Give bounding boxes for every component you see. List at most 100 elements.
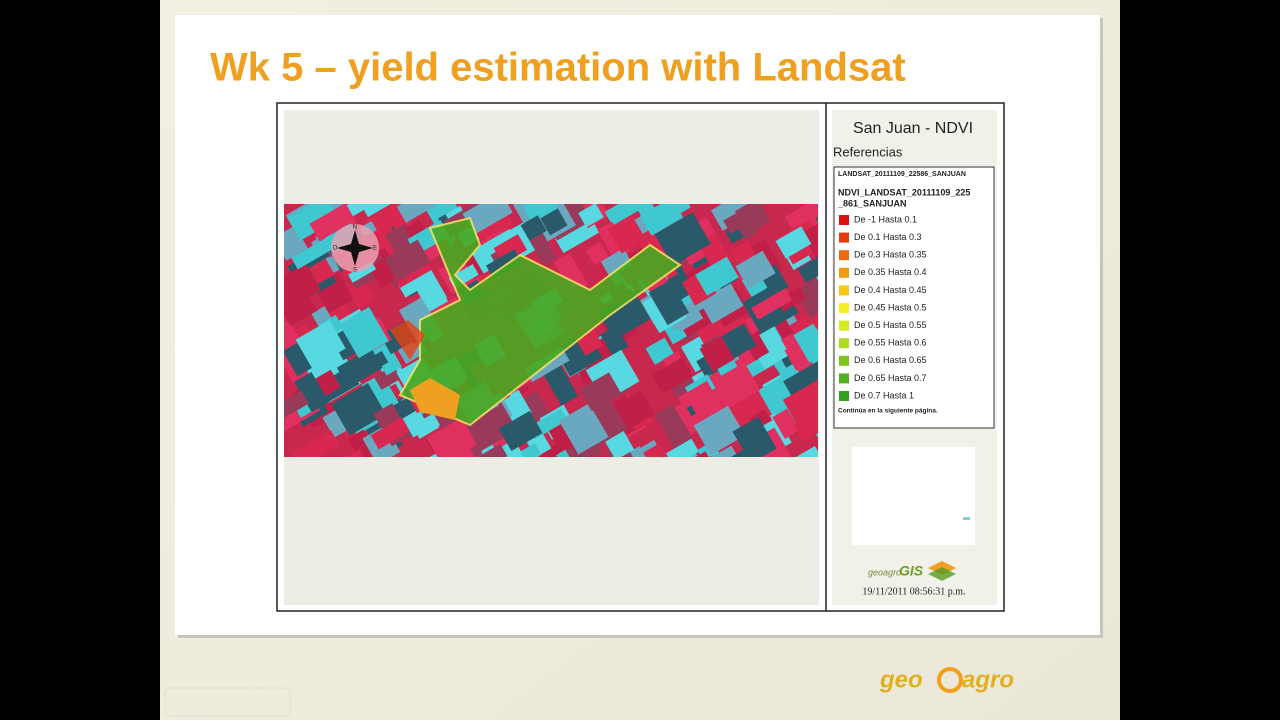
field [796, 276, 818, 319]
field [797, 249, 818, 284]
field [734, 214, 759, 241]
legend-label: De 0.55 Hasta 0.6 [854, 338, 927, 348]
field [805, 204, 818, 230]
ndvi-layer-name: _861_SANJUAN [837, 198, 907, 208]
slide-title: Wk 5 – yield estimation with Landsat [210, 46, 906, 90]
legend-swatch [839, 285, 849, 296]
farm-stress [410, 378, 460, 420]
field [801, 218, 818, 266]
field [714, 445, 765, 457]
field [695, 256, 739, 296]
field [579, 372, 622, 412]
map-title: San Juan - NDVI [853, 120, 973, 137]
farm-stress [390, 320, 425, 360]
compass-letter: S [353, 268, 357, 274]
field [711, 445, 750, 457]
field [292, 430, 340, 457]
field [294, 371, 329, 413]
field [480, 213, 517, 245]
legend-swatch [839, 303, 849, 313]
field [295, 320, 346, 369]
field [522, 204, 559, 223]
field [284, 296, 318, 327]
field [348, 280, 375, 309]
field [782, 377, 818, 424]
field [360, 204, 398, 218]
brand-small-suffix: GIS [899, 563, 924, 579]
compass-letter: O [333, 246, 338, 252]
field [598, 291, 651, 341]
field [697, 441, 730, 457]
legend-swatch [839, 338, 849, 349]
field [291, 237, 333, 270]
field [558, 403, 609, 455]
legend-swatch [839, 267, 849, 278]
field [339, 307, 389, 359]
overview-mark [963, 517, 970, 520]
field [793, 405, 818, 442]
field [654, 212, 711, 266]
brand-icon [937, 667, 963, 693]
field [349, 393, 375, 416]
field [361, 373, 400, 415]
field [735, 250, 776, 289]
layer-name: LANDSAT_20111109_22586_SANJUAN [838, 171, 966, 178]
field [783, 446, 818, 457]
field [693, 405, 746, 456]
field [778, 333, 810, 371]
farm-outline [398, 216, 682, 427]
field [546, 416, 583, 457]
field [759, 326, 787, 358]
field [648, 280, 689, 326]
legend-label: De 0.5 Hasta 0.55 [854, 320, 927, 330]
field [398, 276, 422, 298]
legend-swatch [839, 232, 849, 243]
legend-label: De 0.1 Hasta 0.3 [854, 232, 922, 242]
field [426, 417, 478, 457]
field [605, 431, 635, 457]
field [287, 204, 340, 241]
field [371, 340, 402, 376]
legend-box [833, 166, 995, 429]
field [645, 337, 675, 365]
field [607, 215, 646, 254]
field [775, 226, 812, 259]
field [696, 316, 731, 344]
brand-small-prefix: geoagro [868, 567, 901, 577]
satellite-image: N O E S [284, 204, 818, 457]
field [776, 286, 807, 312]
field [284, 390, 309, 419]
field [336, 347, 383, 388]
brand-small-icon [928, 567, 956, 581]
compass-letter: N [353, 225, 357, 231]
field [396, 204, 436, 223]
field [520, 215, 547, 241]
field [710, 204, 756, 231]
field [600, 325, 629, 356]
legend-swatch [839, 320, 849, 331]
field [654, 403, 693, 449]
timestamp: 19/11/2011 08:56:31 p.m. [862, 586, 965, 597]
field [640, 204, 684, 236]
legend-swatch [839, 373, 849, 384]
field [772, 408, 800, 439]
compass-rose [337, 230, 373, 266]
legend-label: De 0.35 Hasta 0.4 [854, 267, 927, 277]
field [624, 446, 655, 457]
compass-letter: E [373, 246, 377, 252]
field [604, 204, 642, 226]
field [751, 288, 793, 320]
field [370, 417, 411, 450]
field [284, 263, 321, 305]
legend-label: De 0.6 Hasta 0.65 [854, 355, 927, 365]
toolbar[interactable] [164, 687, 291, 717]
field [462, 204, 513, 235]
field [464, 402, 518, 452]
legend-label: De 0.7 Hasta 1 [854, 390, 914, 400]
legend-label: De 0.3 Hasta 0.35 [854, 250, 927, 260]
references-heading: Referencias [833, 144, 903, 159]
field [347, 429, 378, 457]
field [447, 439, 477, 457]
